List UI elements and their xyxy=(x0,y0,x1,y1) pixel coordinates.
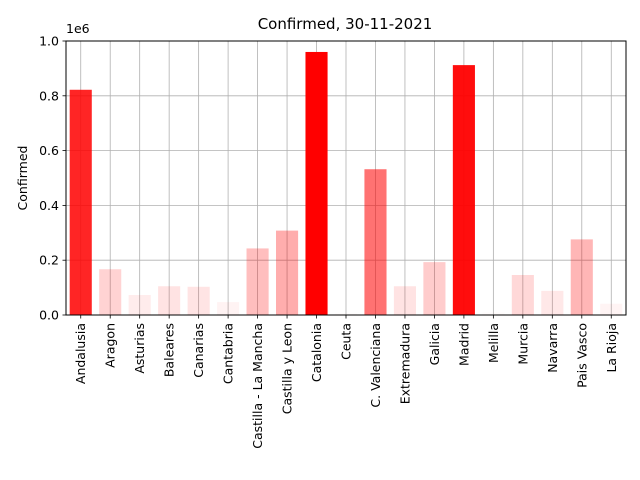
x-tick-label: Asturias xyxy=(132,323,147,374)
bar-castilla-y-leon xyxy=(276,230,299,315)
plot-frame xyxy=(65,40,627,316)
x-tick-label: Castilla - La Mancha xyxy=(250,323,265,449)
x-tick-label: Pais Vasco xyxy=(574,323,589,388)
x-tick-label: Navarra xyxy=(545,323,560,373)
y-tick-label: 0.6 xyxy=(39,143,59,158)
x-tick-label: Castilla y Leon xyxy=(280,323,295,414)
y-axis-label: Confirmed xyxy=(15,146,30,211)
y-tick-label: 0.2 xyxy=(39,253,59,268)
x-tick-label: Galicia xyxy=(427,323,442,365)
bar-aragon xyxy=(99,269,122,315)
x-tick-label: Canarias xyxy=(191,323,206,378)
bar-baleares xyxy=(158,286,181,315)
y-tick-label: 0.4 xyxy=(39,198,59,213)
grid-lines xyxy=(66,40,626,316)
bar-murcia xyxy=(511,274,534,315)
bar-cantabria xyxy=(217,302,240,315)
y-axis-offset-text: 1e6 xyxy=(66,21,90,36)
bar-pais-vasco xyxy=(570,239,593,315)
y-axis-ticks: 0.0 0.2 0.4 0.6 0.8 1.0 xyxy=(39,34,66,323)
bar-navarra xyxy=(541,290,564,315)
x-axis-ticks: Andalusia Aragon Asturias Baleares Canarias C… xyxy=(73,315,619,449)
x-tick-label: Baleares xyxy=(162,323,177,377)
x-tick-label: Ceuta xyxy=(339,323,354,360)
y-tick-label: 1.0 xyxy=(39,34,59,49)
chart-title: Confirmed, 30-11-2021 xyxy=(258,15,433,33)
x-tick-label: Cantabria xyxy=(221,323,236,384)
bar-canarias xyxy=(187,286,210,315)
x-tick-label: Andalusia xyxy=(73,323,88,384)
x-tick-label: Madrid xyxy=(456,323,471,366)
bar-extremadura xyxy=(393,286,416,315)
bar-castilla-la-mancha xyxy=(246,248,269,315)
bar-andalusia xyxy=(69,89,92,315)
bar-c-valenciana xyxy=(364,169,387,315)
bars-group xyxy=(69,51,623,316)
x-tick-label: Melilla xyxy=(486,323,501,363)
y-tick-label: 0.0 xyxy=(39,308,59,323)
bar-la-rioja xyxy=(600,303,623,315)
x-tick-label: Catalonia xyxy=(309,323,324,382)
bar-galicia xyxy=(423,262,446,315)
y-tick-label: 0.8 xyxy=(39,88,59,103)
bar-asturias xyxy=(128,294,151,315)
x-tick-label: La Rioja xyxy=(604,323,619,373)
bar-catalonia xyxy=(305,51,328,316)
x-tick-label: Aragon xyxy=(103,323,118,368)
x-tick-label: Murcia xyxy=(515,323,530,365)
x-tick-label: Extremadura xyxy=(397,323,412,404)
x-tick-label: C. Valenciana xyxy=(368,323,383,408)
bar-madrid xyxy=(452,65,475,315)
